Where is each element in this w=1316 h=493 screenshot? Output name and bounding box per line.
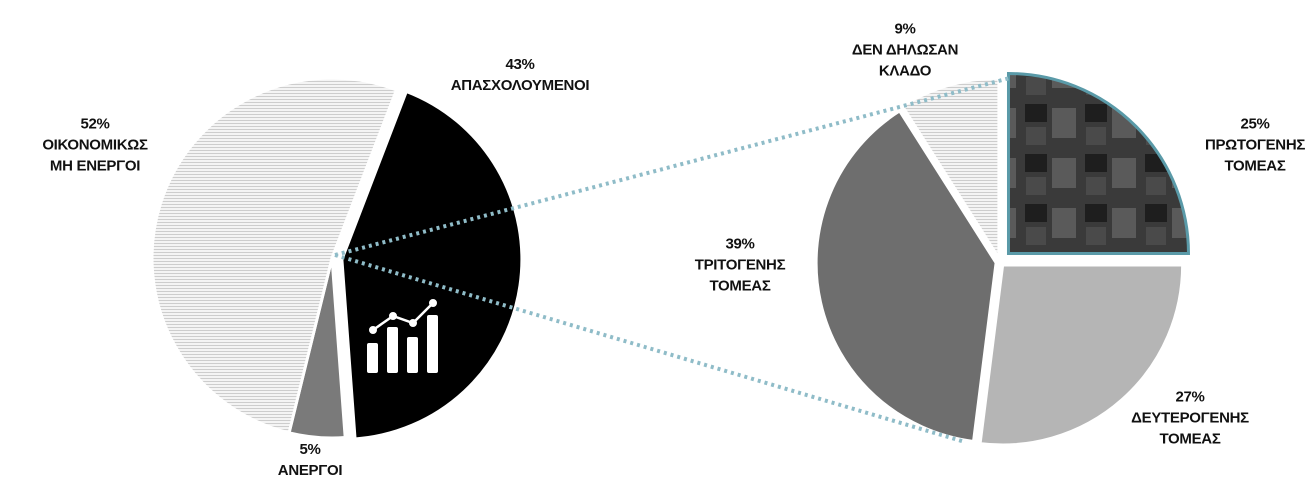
value-label: 5% [250, 439, 370, 460]
value-label: 9% [840, 19, 970, 40]
slice-label: 43%ΑΠΑΣΧΟΛΟΥΜΕΝΟΙ [435, 54, 605, 96]
category-label: ΑΝΕΡΓΟΙ [250, 460, 370, 481]
page: {"chart_data":[ {"type":"pie","categorie… [0, 0, 1316, 493]
slice-label: 25%ΠΡΩΤΟΓΕΝΗΣ ΤΟΜΕΑΣ [1193, 114, 1316, 177]
slice-label: 9%ΔΕΝ ΔΗΛΩΣΑΝ ΚΛΑΔΟ [840, 19, 970, 82]
category-label: ΔΕΝ ΔΗΛΩΣΑΝ ΚΛΑΔΟ [840, 40, 970, 82]
category-label: ΟΙΚΟΝΟΜΙΚΩΣ ΜΗ ΕΝΕΡΓΟΙ [33, 135, 158, 177]
slice-label: 39%ΤΡΙΤΟΓΕΝΗΣ ΤΟΜΕΑΣ [675, 234, 805, 297]
category-label: ΠΡΩΤΟΓΕΝΗΣ ΤΟΜΕΑΣ [1193, 135, 1316, 177]
pie-slice [1008, 74, 1188, 254]
slice-label: 27%ΔΕΥΤΕΡΟΓΕΝΗΣ ΤΟΜΕΑΣ [1120, 387, 1260, 450]
value-label: 52% [33, 114, 158, 135]
value-label: 43% [435, 54, 605, 75]
value-label: 39% [675, 234, 805, 255]
slice-label: 5%ΑΝΕΡΓΟΙ [250, 439, 370, 481]
value-label: 27% [1120, 387, 1260, 408]
category-label: ΤΡΙΤΟΓΕΝΗΣ ΤΟΜΕΑΣ [675, 255, 805, 297]
value-label: 25% [1193, 114, 1316, 135]
category-label: ΔΕΥΤΕΡΟΓΕΝΗΣ ΤΟΜΕΑΣ [1120, 408, 1260, 450]
category-label: ΑΠΑΣΧΟΛΟΥΜΕΝΟΙ [435, 75, 605, 96]
chart [0, 0, 1316, 493]
slice-label: 52%ΟΙΚΟΝΟΜΙΚΩΣ ΜΗ ΕΝΕΡΓΟΙ [33, 114, 158, 177]
